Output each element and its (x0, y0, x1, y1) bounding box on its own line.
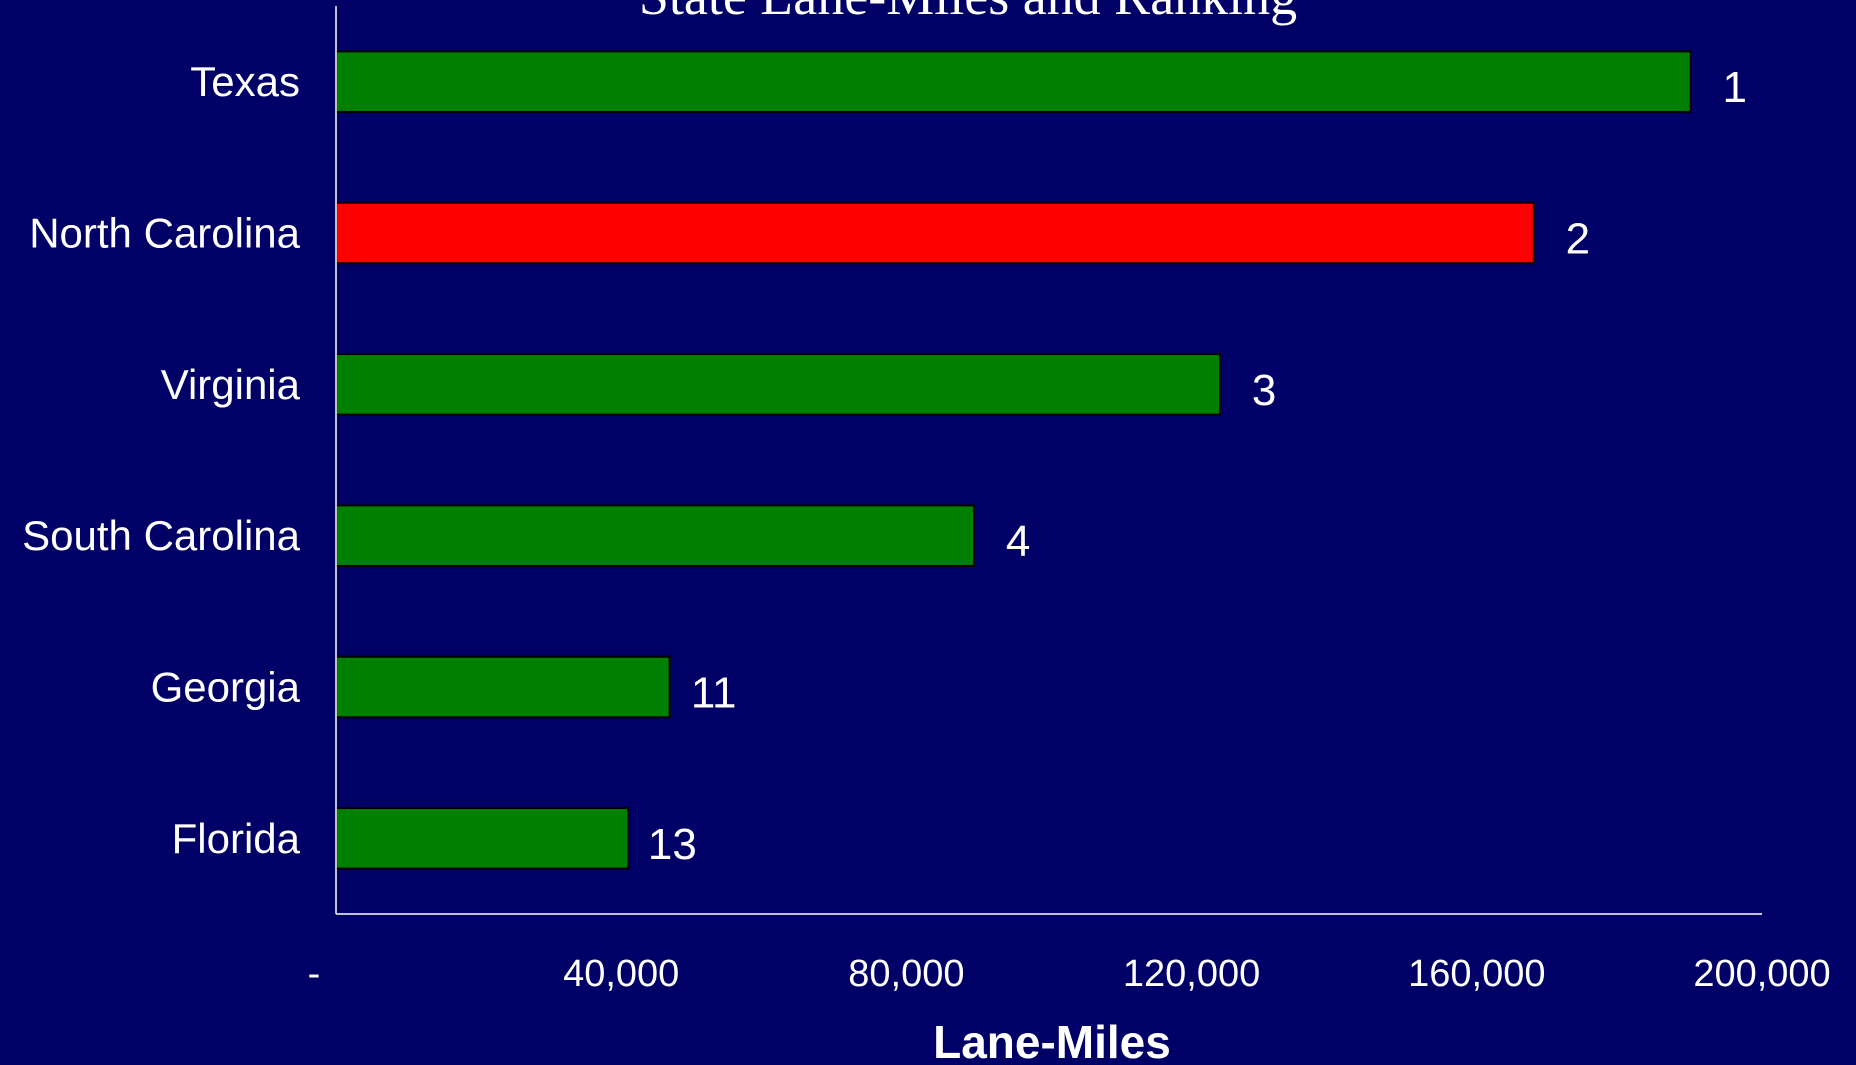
x-tick-label: 40,000 (563, 953, 679, 995)
bar-north-carolina (335, 201, 1535, 265)
data-labels-group: 1 2 3 4 11 13 (648, 63, 1747, 869)
bar-south-carolina (335, 504, 976, 567)
bars-group (335, 50, 1692, 870)
bar-virginia (335, 353, 1222, 416)
x-tick-label: 160,000 (1408, 953, 1545, 995)
data-label: 13 (648, 820, 697, 869)
chart-title: State Lane-Miles and Ranking (639, 0, 1297, 26)
data-label: 1 (1722, 63, 1746, 112)
data-label: 2 (1566, 215, 1590, 264)
bar-texas (335, 50, 1692, 113)
data-label: 11 (691, 669, 737, 718)
data-label: 3 (1252, 366, 1276, 415)
x-tick-label: - (308, 953, 321, 995)
data-label: 4 (1006, 517, 1030, 566)
category-label: North Carolina (29, 210, 300, 257)
bar-florida (335, 807, 630, 870)
bar-georgia (335, 655, 671, 719)
category-label: Georgia (151, 664, 301, 711)
category-labels-group: Texas North Carolina Virginia South Carolin… (22, 58, 300, 862)
category-label: Texas (190, 58, 300, 105)
x-axis-title: Lane-Miles (933, 1016, 1171, 1065)
category-label: South Carolina (22, 512, 300, 559)
category-label: Virginia (161, 361, 301, 408)
x-tick-labels-group: - 40,000 80,000 120,000 160,000 200,000 (308, 953, 1831, 995)
x-tick-label: 120,000 (1123, 953, 1260, 995)
x-tick-label: 80,000 (848, 953, 964, 995)
x-tick-label: 200,000 (1693, 953, 1830, 995)
category-label: Florida (172, 815, 301, 862)
